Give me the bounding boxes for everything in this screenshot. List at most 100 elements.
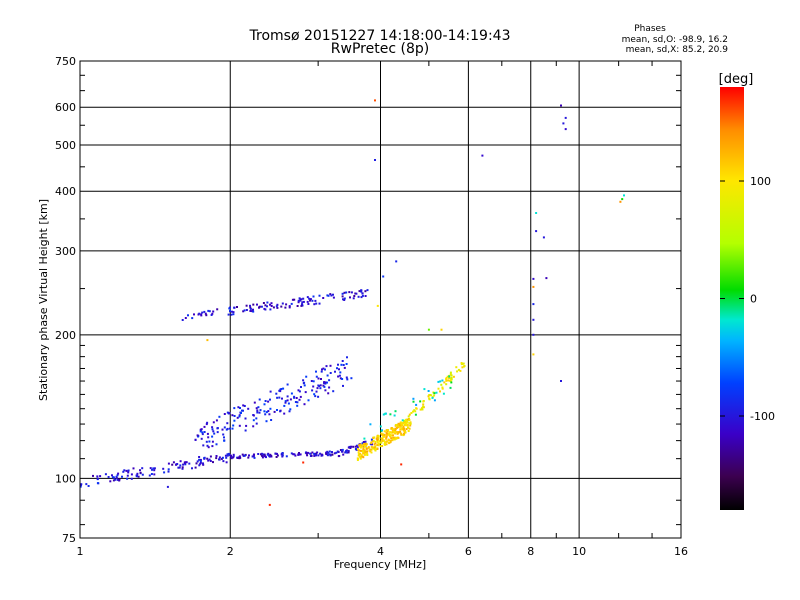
data-point <box>167 468 170 471</box>
data-point <box>392 438 395 441</box>
data-point <box>296 401 299 404</box>
data-point <box>387 429 390 432</box>
data-point <box>369 443 372 446</box>
data-point <box>383 442 386 445</box>
data-point <box>399 422 401 425</box>
data-point <box>481 154 484 157</box>
data-point <box>289 408 292 411</box>
data-point <box>207 309 210 312</box>
data-point <box>329 454 332 457</box>
data-point <box>399 428 402 431</box>
data-point <box>311 299 314 302</box>
data-point <box>148 474 151 477</box>
data-point <box>316 387 319 390</box>
data-point <box>266 301 269 304</box>
data-point <box>212 461 214 464</box>
data-point <box>121 475 123 478</box>
data-point <box>433 394 436 397</box>
data-point <box>297 299 300 302</box>
data-point <box>359 452 362 455</box>
data-point <box>354 445 357 448</box>
data-point <box>252 419 255 422</box>
data-point <box>313 454 316 457</box>
data-point <box>315 302 318 305</box>
data-point <box>362 452 365 455</box>
data-point <box>224 454 227 457</box>
data-point <box>137 475 140 478</box>
data-point <box>398 424 401 427</box>
data-point <box>244 417 247 420</box>
data-point <box>532 277 535 280</box>
data-point <box>387 432 390 435</box>
data-point <box>362 451 365 454</box>
data-point <box>373 443 376 446</box>
data-point <box>115 476 118 479</box>
data-point <box>364 450 367 453</box>
data-point <box>315 370 317 373</box>
data-point <box>206 444 209 447</box>
data-point <box>283 404 286 407</box>
data-point <box>248 454 250 457</box>
data-point <box>202 462 204 465</box>
data-point <box>403 429 406 432</box>
data-point <box>374 440 377 443</box>
data-point <box>376 444 379 446</box>
data-points <box>79 99 625 506</box>
data-point <box>172 461 175 464</box>
data-point <box>298 452 300 454</box>
data-point <box>463 365 466 367</box>
data-point <box>461 366 464 369</box>
data-point <box>362 443 365 446</box>
data-point <box>322 384 325 387</box>
data-point <box>207 459 210 462</box>
data-point <box>408 413 411 416</box>
y-tick-label: 750 <box>55 55 76 68</box>
data-point <box>307 399 310 402</box>
data-point <box>276 396 279 399</box>
data-point <box>407 415 410 418</box>
data-point <box>376 437 379 440</box>
data-point <box>382 413 385 416</box>
data-point <box>303 381 306 384</box>
data-point <box>385 431 388 434</box>
data-point <box>399 425 401 428</box>
data-point <box>322 367 325 370</box>
data-point <box>233 306 236 309</box>
data-point <box>181 319 184 321</box>
data-point <box>357 295 360 298</box>
data-point <box>441 387 444 390</box>
data-point <box>211 440 214 443</box>
data-point <box>342 364 345 366</box>
data-point <box>412 410 414 413</box>
data-point <box>267 400 270 403</box>
data-point <box>394 432 397 435</box>
data-point <box>445 383 448 386</box>
data-point <box>290 392 293 395</box>
data-point <box>122 470 125 473</box>
data-point <box>343 291 346 294</box>
data-point <box>381 445 384 447</box>
data-point <box>365 444 368 446</box>
data-point <box>381 429 383 432</box>
data-point <box>300 304 303 307</box>
data-point <box>208 440 211 443</box>
data-point <box>345 450 347 453</box>
data-point <box>380 432 383 435</box>
data-point <box>309 298 312 301</box>
data-point <box>428 398 431 401</box>
data-point <box>371 443 373 446</box>
data-point <box>123 469 126 472</box>
data-point <box>258 398 261 401</box>
data-point <box>196 460 199 463</box>
data-point <box>400 432 403 435</box>
data-point <box>153 469 156 472</box>
data-point <box>270 419 273 421</box>
data-point <box>181 466 184 469</box>
data-point <box>336 367 338 370</box>
data-point <box>314 299 317 302</box>
data-point <box>269 308 272 311</box>
data-point <box>150 473 153 475</box>
data-point <box>370 442 373 445</box>
data-point <box>229 427 231 430</box>
data-point <box>389 435 392 438</box>
